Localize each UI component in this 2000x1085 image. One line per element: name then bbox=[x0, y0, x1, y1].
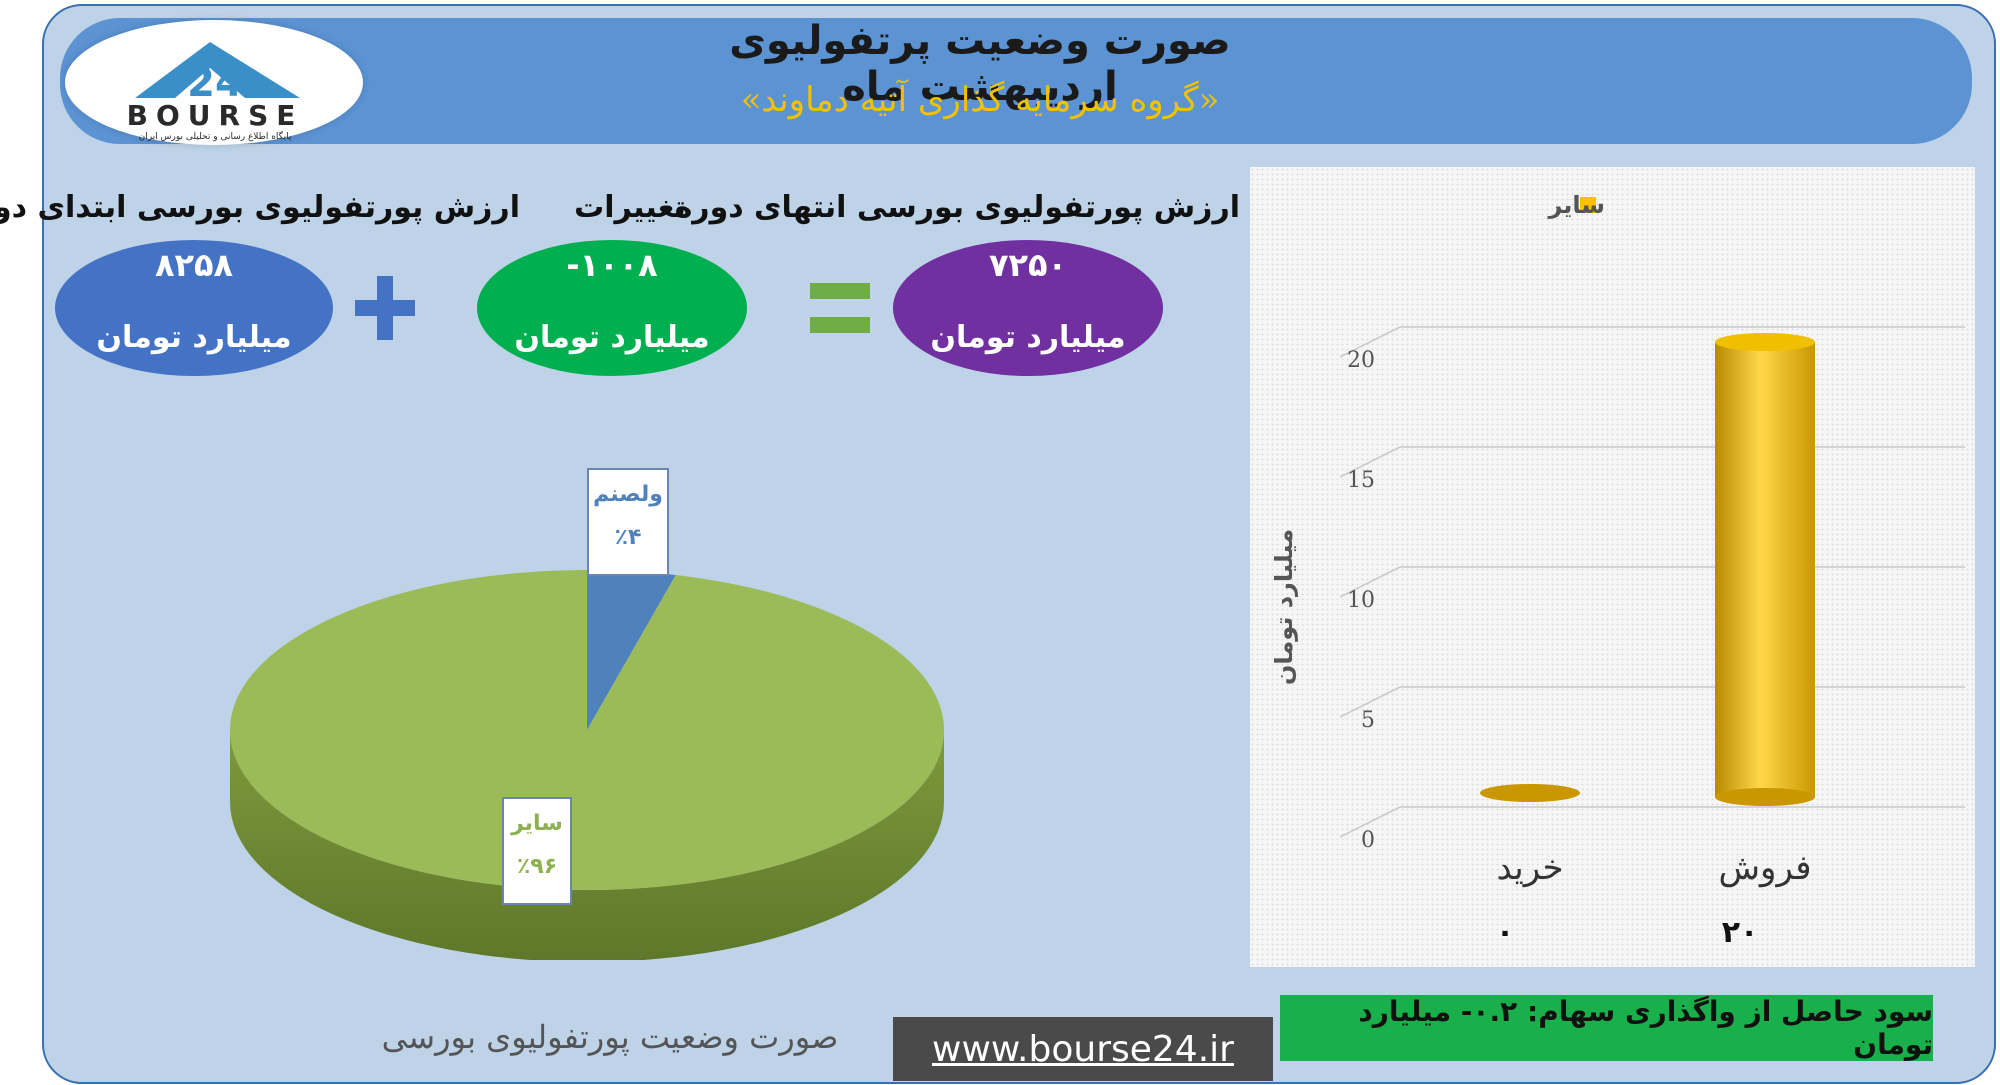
bar-0 bbox=[1480, 784, 1580, 802]
y-axis-label: میلیارد تومان bbox=[1270, 529, 1298, 685]
bourse24-logo: 24 BOURSE پایگاه اطلاع رسانی و تحلیلی بو… bbox=[65, 20, 363, 145]
profit-note: سود حاصل از واگذاری سهام: ۰.۲- میلیارد ت… bbox=[1280, 995, 1933, 1061]
header-banner bbox=[60, 18, 1972, 144]
pie-side-wall bbox=[230, 730, 944, 960]
bar-value-label: ۰ bbox=[1496, 915, 1514, 950]
x-category-label: خرید bbox=[1496, 848, 1563, 888]
change-label: تغییرات bbox=[574, 190, 686, 225]
bar-cap-1 bbox=[1715, 333, 1815, 351]
website-link[interactable]: www.bourse24.ir bbox=[893, 1017, 1273, 1081]
y-tick-label: 0 bbox=[1361, 828, 1375, 853]
pie-label-sayer-value: ٪۹۶ bbox=[516, 854, 558, 879]
pie-label-valsanam: ولصنم ٪۴ bbox=[587, 468, 669, 576]
y-tick-label: 5 bbox=[1361, 708, 1375, 733]
bar-1 bbox=[1715, 342, 1815, 797]
start-value-oval: ۸۲۵۸ میلیارد تومان bbox=[55, 240, 333, 376]
start-value-label: ارزش پورتفولیوی بورسی ابتدای دوره bbox=[0, 190, 520, 225]
page-title: صورت وضعیت پرتفولیوی اردیبهشت ماه bbox=[729, 18, 1231, 110]
start-value-unit: میلیارد تومان bbox=[96, 320, 292, 355]
pie-caption: صورت وضعیت پورتفولیوی بورسی bbox=[381, 1018, 839, 1056]
bar-value-label: ۲۰ bbox=[1722, 915, 1759, 950]
plus-icon bbox=[355, 276, 415, 340]
pie-slice-1 bbox=[229, 570, 944, 890]
portfolio-pie-chart bbox=[229, 570, 944, 960]
gridline-side bbox=[1339, 326, 1401, 358]
y-tick-label: 10 bbox=[1347, 588, 1375, 613]
pie-label-sayer-name: سایر bbox=[511, 811, 563, 836]
y-tick-label: 15 bbox=[1347, 468, 1375, 493]
bar-base-1 bbox=[1715, 788, 1815, 806]
x-category-label: فروش bbox=[1719, 848, 1812, 888]
gridline-side bbox=[1339, 566, 1401, 598]
end-value-label: ارزش پورتفولیوی بورسی انتهای دوره bbox=[674, 190, 1240, 225]
legend-swatch bbox=[1580, 197, 1596, 213]
gridline-side bbox=[1339, 686, 1401, 718]
change-value-unit: میلیارد تومان bbox=[514, 320, 710, 355]
y-tick-label: 20 bbox=[1347, 348, 1375, 373]
pie-label-valsanam-name: ولصنم bbox=[593, 482, 663, 507]
end-value: ۷۲۵۰ bbox=[988, 246, 1068, 284]
change-value: -۱۰۰۸ bbox=[566, 246, 658, 284]
start-value: ۸۲۵۸ bbox=[154, 246, 234, 284]
end-value-unit: میلیارد تومان bbox=[930, 320, 1126, 355]
change-value-oval: -۱۰۰۸ میلیارد تومان bbox=[477, 240, 747, 376]
legend-label: سایر bbox=[1547, 191, 1605, 219]
pie-slice-0 bbox=[587, 570, 676, 730]
gridline-side bbox=[1339, 806, 1401, 838]
pie-label-valsanam-value: ٪۴ bbox=[614, 525, 642, 550]
svg-text:24: 24 bbox=[187, 60, 243, 106]
end-value-oval: ۷۲۵۰ میلیارد تومان bbox=[893, 240, 1163, 376]
svg-text:BOURSE: BOURSE bbox=[127, 99, 304, 132]
svg-text:پایگاه اطلاع رسانی و تحلیلی بو: پایگاه اطلاع رسانی و تحلیلی بورس ایران bbox=[139, 130, 292, 142]
page-subtitle: «گروه سرمایه گذاری آتیه دماوند» bbox=[740, 80, 1220, 120]
trade-bar-chart: سایر 0 5 10 15 20 میلیارد تومان خرید ۰ فروش ۲۰ bbox=[1270, 191, 1965, 950]
equals-icon bbox=[810, 283, 870, 333]
pie-label-sayer: سایر ٪۹۶ bbox=[502, 797, 572, 905]
gridline-side bbox=[1339, 446, 1401, 478]
